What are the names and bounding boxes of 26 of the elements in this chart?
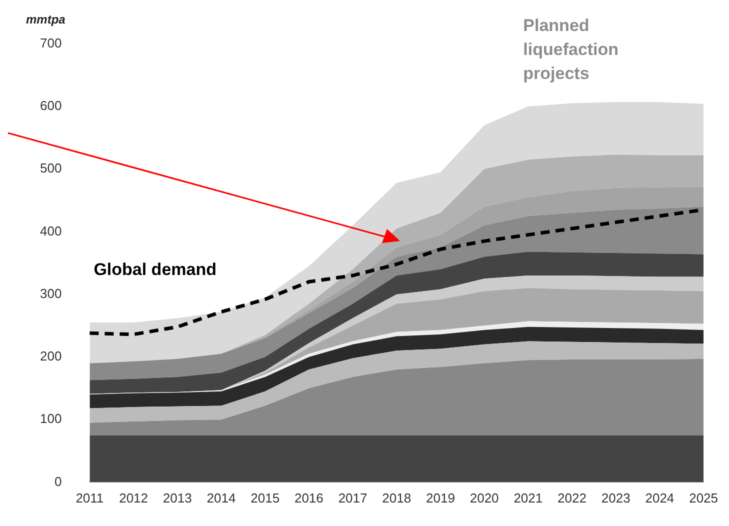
y-tick-label: 500 [40,160,62,176]
x-tick-label: 2021 [514,490,543,506]
y-tick-label: 200 [40,348,62,364]
x-tick-label: 2023 [601,490,630,506]
series-label: Global demand [94,260,216,280]
x-tick-label: 2022 [558,490,586,506]
x-tick-label: 2018 [382,490,412,506]
annotation: Planned liquefaction projects [523,16,619,84]
x-tick-label: 2013 [162,490,192,506]
x-tick-label: 2016 [294,490,324,506]
y-tick-label: 300 [40,286,62,301]
x-tick-label: 2015 [250,490,280,506]
y-tick-label: 600 [40,98,62,114]
y-tick-label: 400 [40,223,62,238]
y-axis-title: mmtpa [26,12,66,26]
x-tick-label: 2025 [689,490,718,506]
x-tick-label: 2019 [426,490,455,506]
x-tick-label: 2014 [206,490,236,506]
x-tick-label: 2020 [470,490,499,506]
x-tick-label: 2011 [76,490,104,506]
x-tick-label: 2024 [645,490,674,506]
x-tick-label: 2017 [338,490,368,506]
y-tick-label: 700 [40,35,62,50]
x-tick-label: 2012 [119,490,148,506]
y-tick-label: 0 [54,474,62,489]
y-tick-label: 100 [40,411,62,426]
